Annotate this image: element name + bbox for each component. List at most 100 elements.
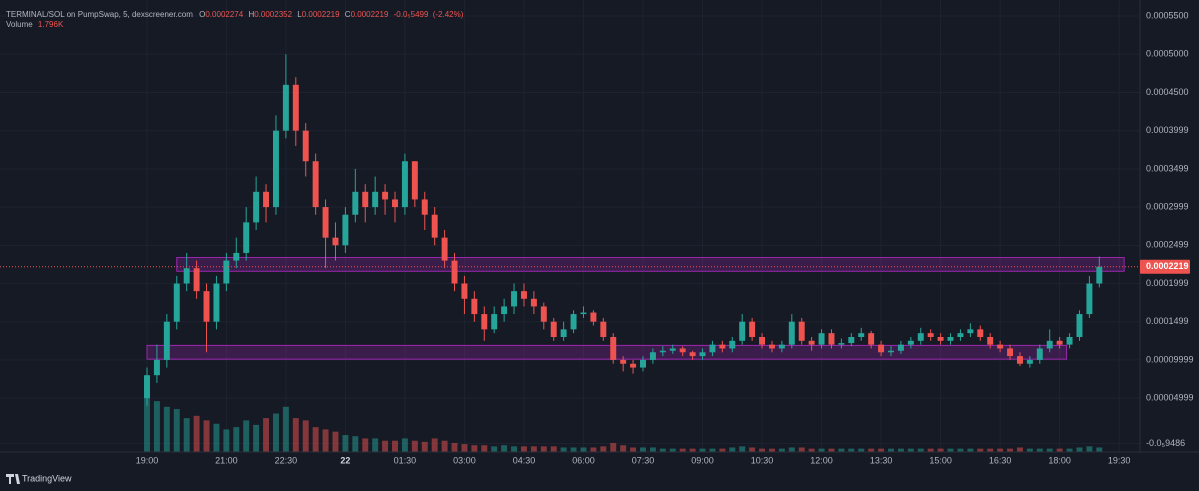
candle-body <box>580 312 587 315</box>
candle-body <box>392 199 398 208</box>
ohlc-label: C <box>345 10 351 19</box>
x-tick-label: 15:00 <box>929 455 952 465</box>
candle-body <box>798 321 805 341</box>
candle-body <box>461 283 468 299</box>
candle-body <box>917 333 924 341</box>
candle-body <box>729 340 736 349</box>
candle-body <box>640 359 646 368</box>
candle-body <box>322 207 329 238</box>
x-tick-label: 22:30 <box>275 455 298 465</box>
y-tick-label: 0.0003499 <box>1146 163 1189 173</box>
volume-bar <box>808 448 815 452</box>
candle-body <box>967 329 974 334</box>
candle-body <box>1076 314 1083 337</box>
volume-bar <box>1056 448 1063 452</box>
volume-bar <box>868 448 875 452</box>
x-tick-label: 22 <box>340 455 350 465</box>
candle-body <box>342 214 349 246</box>
volume-bar <box>183 418 190 452</box>
candle-body <box>699 352 706 357</box>
volume-bar <box>282 406 289 452</box>
x-tick-label: 16:30 <box>989 455 1012 465</box>
volume-bar <box>272 413 279 452</box>
x-tick-label: 09:00 <box>691 455 714 465</box>
candle-body <box>689 352 696 357</box>
candle-body <box>491 314 498 330</box>
ohlc-value: 0.0002219 <box>351 10 389 19</box>
candle-body <box>1086 283 1093 315</box>
volume-bar <box>372 438 379 452</box>
y-tick-label: -0.0₅9486 <box>1146 438 1185 448</box>
volume-bar <box>461 444 468 452</box>
volume-bar <box>858 448 865 452</box>
candle-body <box>977 329 984 337</box>
volume-bar <box>689 448 696 452</box>
volume-bar <box>540 446 547 452</box>
volume-bar <box>1076 447 1083 452</box>
candle-body <box>193 268 200 292</box>
candle-body <box>1016 356 1023 364</box>
candle-body <box>540 306 547 322</box>
candle-body <box>481 314 488 330</box>
change: -0.0₅5499 <box>394 10 429 19</box>
candle-body <box>759 336 766 345</box>
volume-bar <box>977 448 984 452</box>
candle-body <box>163 321 170 360</box>
candle-body <box>243 222 250 253</box>
volume-bar <box>907 448 914 452</box>
candle-body <box>183 268 190 284</box>
volume-bar <box>778 448 785 452</box>
candle-body <box>768 344 775 349</box>
ohlc-label: O <box>199 10 205 19</box>
volume-bar <box>897 448 904 452</box>
candle-body <box>1026 359 1033 364</box>
volume-bar <box>838 448 845 452</box>
axes: 0.0005500 0.0005000 0.0004500 0.0003999 0.00… <box>0 0 1199 465</box>
zone <box>176 257 1125 272</box>
candle-body <box>431 214 438 238</box>
x-tick-label: 06:00 <box>572 455 595 465</box>
volume-bar <box>640 447 646 452</box>
candle-body <box>441 237 448 261</box>
y-tick-label: 0.0005500 <box>1146 10 1189 20</box>
candle-body <box>749 321 756 337</box>
candle-body <box>263 191 270 208</box>
candle-body <box>501 306 508 315</box>
brand-name: TradingView <box>22 473 72 483</box>
zones <box>146 257 1125 360</box>
volume-title: Volume <box>6 20 33 29</box>
volume-bar <box>888 448 894 452</box>
candle-body <box>828 333 835 345</box>
volume-bar <box>669 448 676 452</box>
candle-body <box>560 329 567 337</box>
volume-bar <box>630 447 637 452</box>
ohlc-label: L <box>297 10 302 19</box>
volume-legend: Volume 1.796K <box>6 20 64 29</box>
x-tick-label: 01:30 <box>394 455 417 465</box>
volume-bar <box>570 447 577 452</box>
volume-bar <box>203 420 210 452</box>
candle-body <box>1066 336 1073 345</box>
last-price-box <box>1140 259 1190 274</box>
candle-body <box>897 344 904 351</box>
x-tick-label: 04:30 <box>513 455 536 465</box>
x-tick-label: 21:00 <box>215 455 238 465</box>
volume-bar <box>401 438 408 452</box>
candle-body <box>550 321 557 337</box>
volume-bar <box>411 440 418 452</box>
candle-body <box>292 84 299 131</box>
volume-bar <box>620 445 627 452</box>
y-tick-label: 0.0005000 <box>1146 49 1189 59</box>
volume-bar <box>530 446 537 452</box>
candle-body <box>778 344 785 349</box>
last-price-label: 0.0002219 <box>1146 261 1189 271</box>
candle-body <box>808 340 815 345</box>
volume-bar <box>342 435 349 452</box>
brand: TradingView <box>6 473 72 484</box>
volume-bar <box>600 446 607 452</box>
x-tick-label: 03:00 <box>453 455 476 465</box>
x-tick-label: 19:00 <box>136 455 159 465</box>
candle-body <box>669 348 676 351</box>
y-tick-label: 0.0001999 <box>1146 278 1189 288</box>
